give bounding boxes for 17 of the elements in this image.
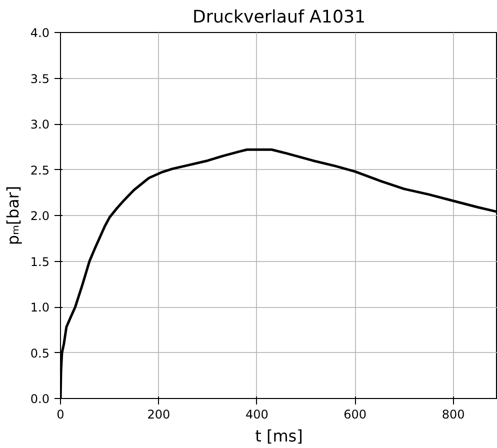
y-tick-label: 2.5 xyxy=(30,163,50,178)
x-tick-label: 200 xyxy=(147,408,170,422)
y-tick-label: 4.0 xyxy=(30,26,50,40)
x-tick-label: 600 xyxy=(344,408,367,422)
y-tick-label: 1.5 xyxy=(30,254,50,269)
y-tick-label: 0.0 xyxy=(30,392,50,406)
x-tick-label: 0 xyxy=(56,408,64,422)
y-axis-title: pₘ[bar] xyxy=(3,186,22,246)
x-axis-title: t [ms] xyxy=(255,426,303,446)
y-tick-label: 3.0 xyxy=(30,118,50,132)
y-tick-label: 1.0 xyxy=(30,300,50,314)
y-tick-label: 3.5 xyxy=(30,72,50,86)
x-tick-label: 400 xyxy=(245,408,268,422)
x-tick-label: 800 xyxy=(442,408,465,422)
y-tick-label: 2.0 xyxy=(30,209,50,223)
y-tick-label: 0.5 xyxy=(30,346,50,360)
chart-title: Druckverlauf A1031 xyxy=(192,8,366,28)
